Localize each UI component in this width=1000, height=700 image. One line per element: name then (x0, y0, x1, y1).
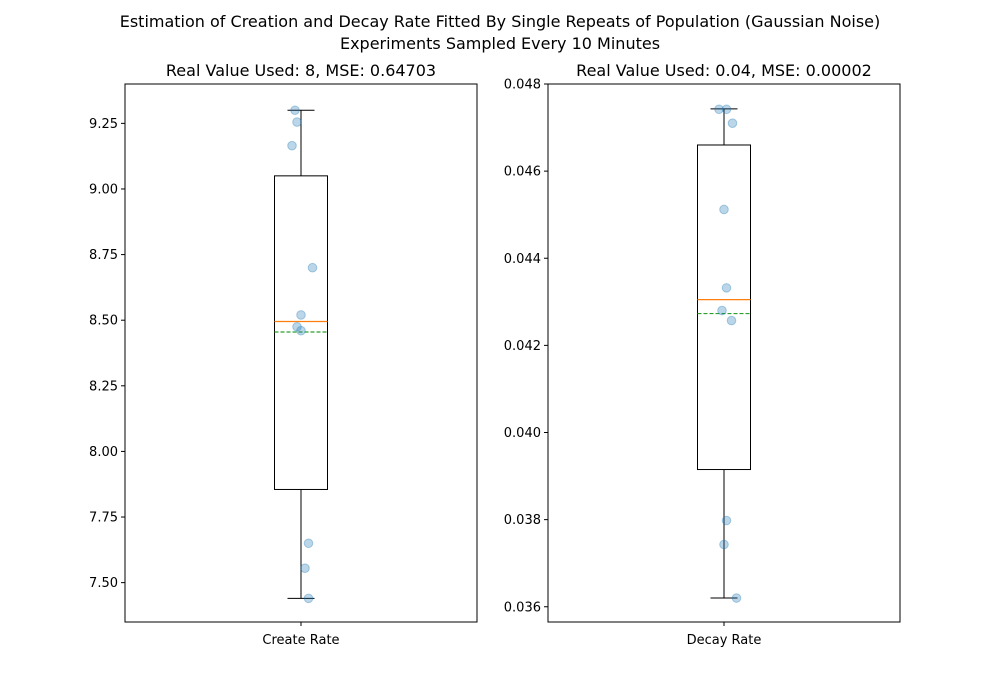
decay-rate-box (697, 144, 751, 471)
create-rate-y-tick-label: 8.25 (89, 379, 118, 394)
decay-rate-y-tick-label: 0.040 (504, 426, 541, 441)
create-rate-panel: Real Value Used: 8, MSE: 0.64703 Create … (89, 61, 478, 648)
decay-rate-panel: Real Value Used: 0.04, MSE: 0.00002 Deca… (504, 61, 901, 648)
create-rate-y-tick-label: 7.75 (89, 511, 118, 526)
create-rate-y-tick-label: 7.50 (89, 576, 118, 591)
decay-rate-data-point (721, 515, 732, 526)
decay-rate-data-point (717, 305, 727, 316)
create-rate-data-point (296, 310, 306, 320)
create-rate-data-point (292, 321, 302, 332)
create-rate-axes-frame (124, 83, 478, 623)
create-rate-y-tick-label: 8.50 (89, 314, 118, 329)
create-rate-y-tick-label: 8.75 (89, 248, 118, 263)
decay-rate-y-tick-label: 0.042 (504, 339, 541, 354)
decay-rate-data-point (726, 315, 737, 326)
create-rate-data-point (300, 563, 310, 574)
decay-rate-data-point (721, 283, 732, 293)
decay-rate-y-tick-label: 0.036 (504, 600, 541, 615)
decay-rate-data-point (727, 118, 738, 129)
create-rate-data-point (303, 593, 314, 604)
create-rate-data-point (296, 325, 306, 336)
decay-rate-y-tick-label: 0.048 (504, 78, 541, 93)
decay-rate-data-point (714, 104, 724, 115)
create-rate-y-tick-label: 9.00 (89, 182, 118, 197)
decay-rate-data-point (719, 204, 729, 215)
decay-rate-data-point (721, 104, 732, 115)
create-rate-data-point (303, 538, 314, 549)
create-rate-y-tick-label: 8.00 (89, 445, 118, 460)
decay-rate-data-point (719, 539, 729, 550)
decay-rate-y-tick-label: 0.044 (504, 252, 541, 267)
decay-rate-axes-frame (547, 83, 901, 623)
decay-rate-data-point (731, 593, 742, 603)
create-rate-x-tick-label: Create Rate (262, 633, 339, 648)
create-rate-box (274, 175, 328, 490)
create-rate-data-point (290, 105, 300, 116)
create-rate-data-point (287, 140, 297, 151)
create-rate-data-point (307, 262, 318, 273)
create-rate-title: Real Value Used: 8, MSE: 0.64703 (166, 61, 436, 80)
decay-rate-y-tick-label: 0.038 (504, 513, 541, 528)
decay-rate-title: Real Value Used: 0.04, MSE: 0.00002 (576, 61, 872, 80)
decay-rate-y-tick-label: 0.046 (504, 165, 541, 180)
figure-title-line2: Experiments Sampled Every 10 Minutes (340, 34, 660, 53)
create-rate-y-tick-label: 9.25 (89, 117, 118, 132)
create-rate-data-point (292, 117, 302, 127)
figure-title-line1: Estimation of Creation and Decay Rate Fi… (120, 12, 881, 31)
decay-rate-x-tick-label: Decay Rate (687, 633, 762, 648)
